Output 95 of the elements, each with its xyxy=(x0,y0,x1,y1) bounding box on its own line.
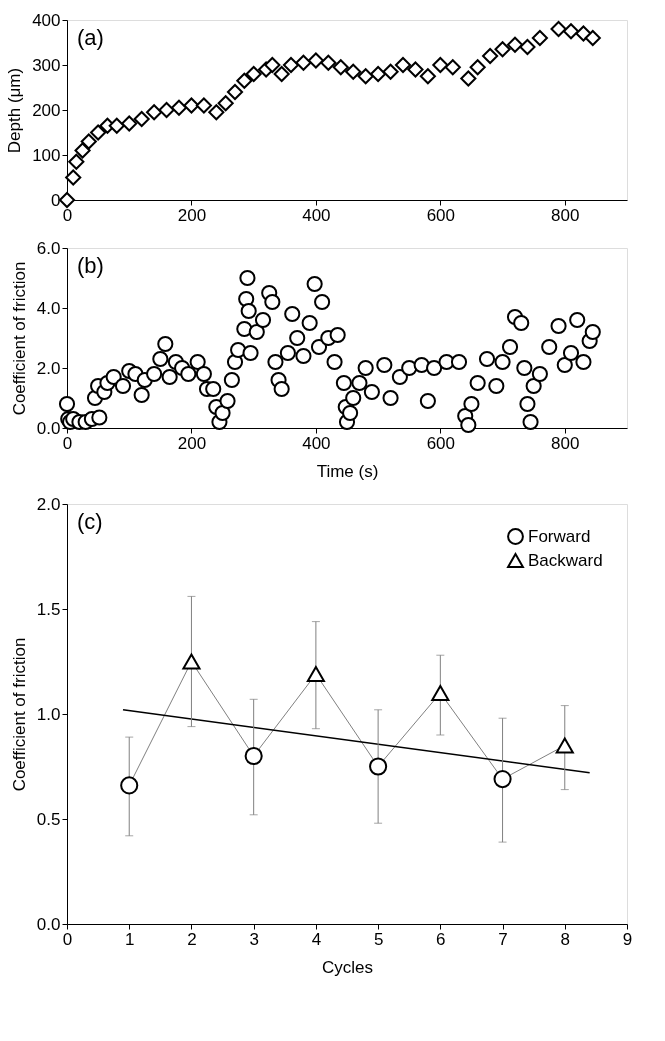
x-tick-label: 600 xyxy=(426,433,456,453)
point xyxy=(369,757,388,776)
y-tick-label: 1.0 xyxy=(36,704,61,724)
point xyxy=(90,124,107,141)
point xyxy=(394,56,412,74)
point xyxy=(195,97,212,114)
point xyxy=(407,61,424,78)
x-tick-label: 8 xyxy=(560,929,571,949)
point xyxy=(432,56,449,74)
x-tick-label: 400 xyxy=(302,205,331,225)
x-tick-label: 6 xyxy=(436,929,446,949)
y-tick-label: 100 xyxy=(32,145,61,165)
x-axis-title: Cycles xyxy=(321,957,374,977)
x-tick-label: 7 xyxy=(498,929,508,949)
x-tick-label: 200 xyxy=(177,433,207,453)
point xyxy=(332,59,349,76)
point xyxy=(431,685,450,701)
point xyxy=(244,746,263,766)
point xyxy=(562,23,580,40)
y-axis-title: Depth (μm) xyxy=(5,67,25,154)
point xyxy=(226,83,244,101)
point xyxy=(357,68,374,85)
point xyxy=(444,59,461,76)
legend-label: Forward xyxy=(528,526,591,546)
y-tick-label: 300 xyxy=(32,55,61,75)
y-tick-label: 400 xyxy=(32,10,61,30)
point xyxy=(146,104,163,121)
point xyxy=(531,29,548,47)
y-tick-label: 2.0 xyxy=(36,358,61,378)
point xyxy=(74,142,91,159)
point xyxy=(80,133,97,150)
legend-label: Backward xyxy=(528,550,603,570)
point xyxy=(264,56,281,74)
x-tick-label: 200 xyxy=(177,205,207,225)
point xyxy=(158,101,175,119)
point xyxy=(68,153,85,170)
point xyxy=(482,47,499,65)
point xyxy=(208,104,225,121)
point xyxy=(307,52,324,69)
point xyxy=(555,737,574,754)
point xyxy=(183,97,200,114)
x-tick-label: 9 xyxy=(622,929,633,949)
point xyxy=(469,59,486,76)
y-tick-label: 6.0 xyxy=(36,238,61,258)
point xyxy=(519,38,536,56)
point xyxy=(58,191,76,209)
point xyxy=(550,20,567,38)
annotation: (c) xyxy=(77,509,103,534)
point xyxy=(575,25,592,42)
point xyxy=(494,41,511,58)
point xyxy=(121,115,138,132)
point xyxy=(493,770,512,789)
y-axis-title: Coefficient of friction xyxy=(9,261,29,416)
x-tick-label: 1 xyxy=(124,929,135,949)
x-tick-label: 5 xyxy=(373,929,384,949)
point xyxy=(245,65,262,83)
y-axis-title: Coefficient of friction xyxy=(9,637,29,792)
point xyxy=(460,70,477,87)
y-tick-label: 200 xyxy=(32,100,61,120)
point xyxy=(133,110,150,128)
x-tick-label: 400 xyxy=(302,433,331,453)
point xyxy=(170,99,188,116)
point xyxy=(345,63,362,80)
point xyxy=(584,29,601,47)
y-tick-label: 0.0 xyxy=(36,418,61,438)
point xyxy=(306,666,325,683)
point xyxy=(370,65,387,83)
point xyxy=(217,95,234,112)
point xyxy=(320,54,337,71)
x-tick-label: 2 xyxy=(187,929,197,949)
y-tick-label: 0.0 xyxy=(36,914,61,934)
x-tick-label: 800 xyxy=(551,433,580,453)
annotation: (a) xyxy=(77,25,104,50)
x-tick-label: 800 xyxy=(551,205,580,225)
point xyxy=(182,653,201,670)
x-tick-label: 600 xyxy=(426,205,456,225)
point xyxy=(282,56,300,74)
x-axis-title: Time (s) xyxy=(316,461,379,481)
x-tick-label: 3 xyxy=(249,929,259,949)
point xyxy=(108,117,125,134)
point xyxy=(382,63,399,80)
y-tick-label: 0.5 xyxy=(36,809,61,829)
point xyxy=(65,169,82,186)
point xyxy=(236,72,253,89)
x-tick-label: 4 xyxy=(311,929,322,949)
y-tick-label: 4.0 xyxy=(36,298,61,318)
point xyxy=(419,68,436,85)
y-tick-label: 1.5 xyxy=(36,599,61,619)
point xyxy=(273,65,290,83)
annotation: (b) xyxy=(77,253,104,278)
y-tick-label: 0 xyxy=(51,190,61,210)
point xyxy=(506,36,524,53)
point xyxy=(120,776,139,795)
point xyxy=(295,54,312,71)
y-tick-label: 2.0 xyxy=(36,494,61,514)
